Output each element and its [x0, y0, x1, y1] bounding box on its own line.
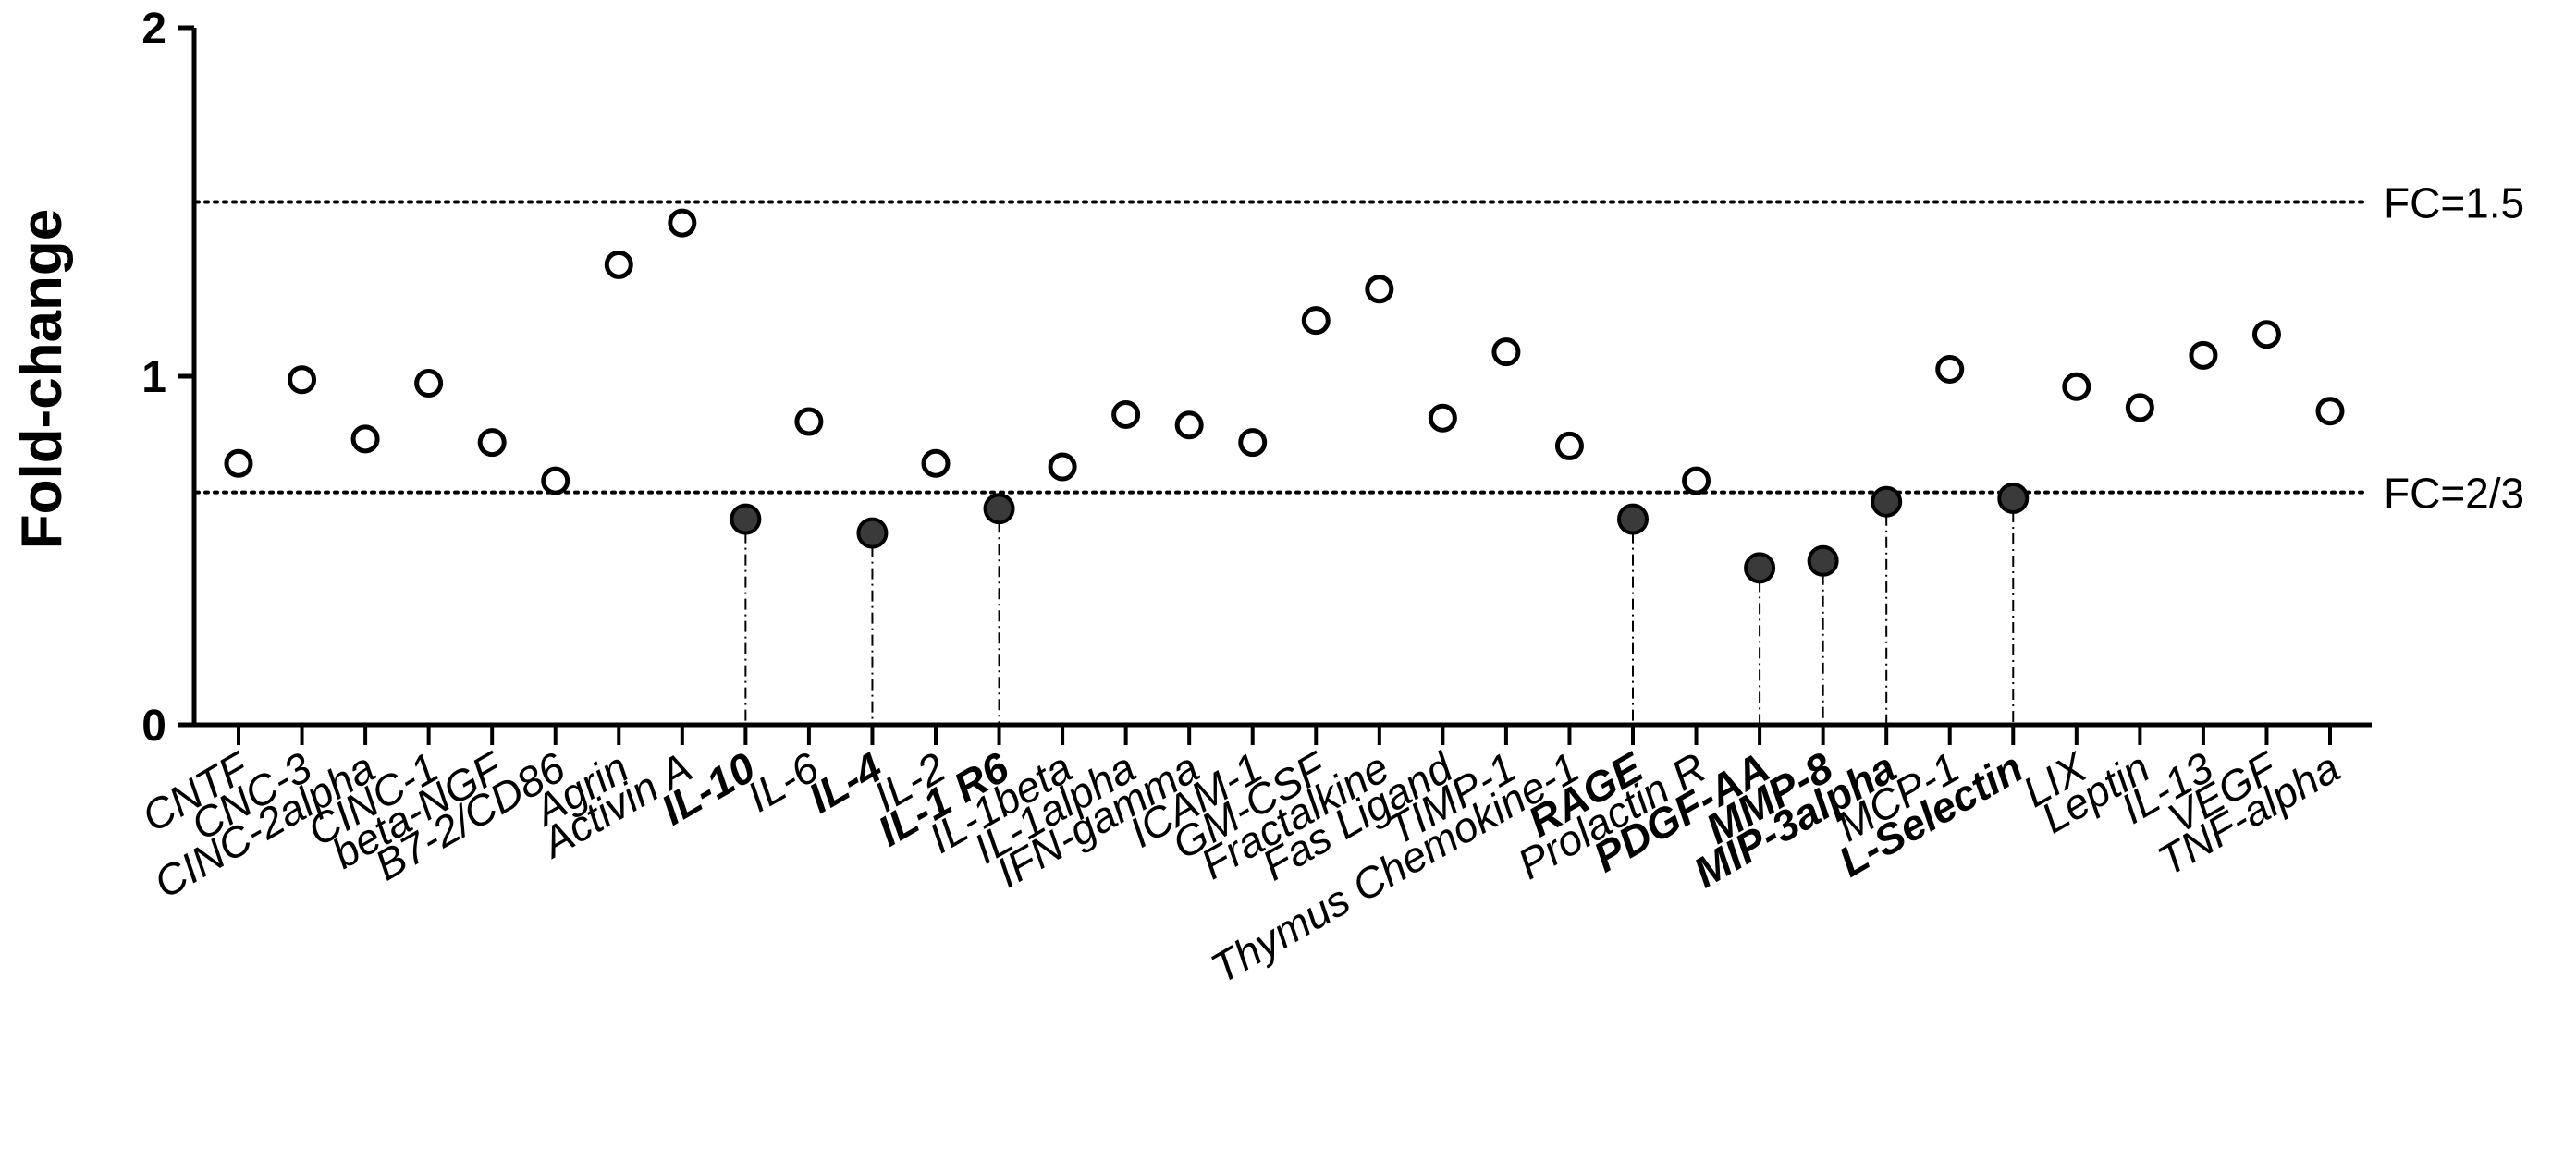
- reference-line-label: FC=1.5: [2384, 179, 2524, 227]
- data-point: [288, 365, 317, 395]
- data-point: [1491, 337, 1521, 367]
- data-point: [1301, 306, 1331, 336]
- data-point: [2062, 372, 2091, 401]
- data-point-significant: [1997, 482, 2030, 514]
- data-point: [1935, 354, 1965, 384]
- data-point: [1428, 403, 1457, 433]
- data-point-significant: [1871, 485, 1903, 518]
- data-point: [2189, 340, 2218, 370]
- data-point: [2315, 397, 2345, 426]
- data-point: [921, 448, 951, 478]
- x-ticks: CNTFCNC-3CINC-2alphaCINC-1beta-NGFB7-2/C…: [134, 725, 2348, 993]
- data-point: [477, 428, 507, 458]
- data-point: [2251, 320, 2281, 349]
- data-point: [224, 448, 253, 478]
- y-ticks: 0 1 2: [141, 5, 194, 751]
- stems: [744, 510, 2015, 725]
- y-tick-label: 0: [141, 702, 166, 751]
- y-tick-label: 2: [141, 5, 166, 54]
- data-point: [1682, 466, 1711, 495]
- data-point-significant: [1807, 544, 1839, 577]
- data-point: [2125, 393, 2154, 422]
- data-point: [1111, 399, 1141, 429]
- y-tick-label: 1: [141, 353, 166, 402]
- data-point-significant: [1744, 552, 1776, 584]
- reference-line-label: FC=2/3: [2384, 470, 2524, 518]
- data-point-significant: [983, 493, 1015, 525]
- data-point: [350, 424, 380, 454]
- data-point-significant: [856, 517, 889, 549]
- y-axis-label: Fold-change: [10, 209, 74, 550]
- reference-lines: FC=1.5 FC=2/3: [194, 179, 2524, 518]
- data-point-significant: [1617, 503, 1649, 535]
- data-point: [668, 208, 697, 238]
- data-point: [794, 407, 824, 436]
- markers: [224, 208, 2345, 584]
- data-point: [1365, 275, 1394, 304]
- data-point: [1048, 452, 1077, 482]
- data-point: [604, 250, 633, 279]
- axes: [191, 28, 2372, 728]
- data-point: [414, 369, 444, 398]
- data-point: [1238, 428, 1268, 458]
- data-point: [1174, 410, 1204, 440]
- data-point: [1554, 431, 1584, 460]
- data-point: [541, 466, 570, 495]
- data-point-significant: [730, 503, 762, 535]
